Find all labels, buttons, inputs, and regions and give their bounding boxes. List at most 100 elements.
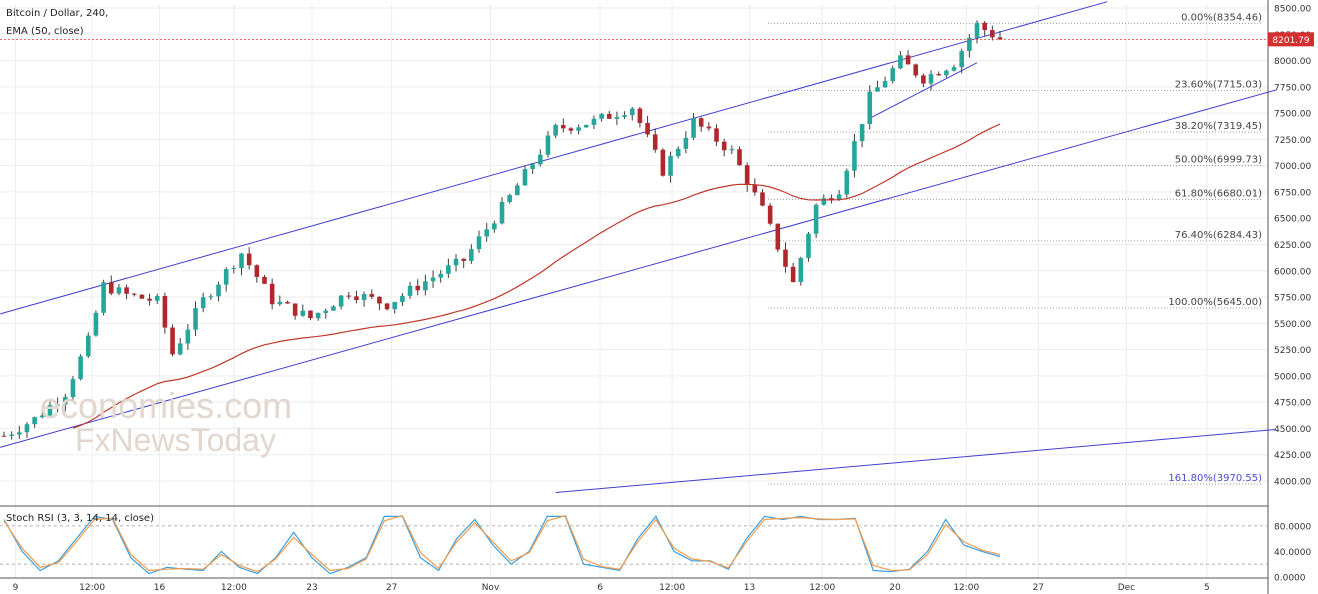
candle-body — [721, 141, 727, 151]
candle-body — [392, 302, 398, 310]
candle-body — [629, 108, 635, 116]
candle-body — [124, 287, 129, 294]
y-tick-label: 7750.00 — [1274, 83, 1311, 93]
stoch-d-line — [3, 514, 1001, 573]
x-tick-label: 27 — [1033, 583, 1044, 593]
candle-body — [47, 405, 53, 416]
candle-body — [400, 295, 405, 303]
candle-body — [231, 268, 237, 270]
fib-level-label: 76.40%(6284.43) — [1175, 230, 1262, 241]
stoch-tick-label: 0.0000 — [1274, 573, 1306, 583]
candle-body — [430, 277, 436, 282]
candle-body — [714, 128, 719, 142]
candle-body — [9, 434, 14, 436]
candle-body — [423, 281, 428, 291]
x-tick-label: 13 — [744, 583, 755, 593]
candle-body — [844, 170, 850, 195]
ema-label: EMA (50, close) — [6, 26, 84, 37]
y-tick-label: 7250.00 — [1274, 136, 1311, 146]
candle-body — [652, 134, 658, 150]
x-tick-label: 12:00 — [809, 583, 835, 593]
candle-body — [606, 113, 612, 119]
candle-body — [790, 266, 796, 283]
candle-body — [675, 148, 681, 156]
x-tick-label: 9 — [13, 583, 19, 593]
candle-body — [997, 37, 1003, 40]
candle-body — [898, 55, 903, 69]
y-tick-label: 5250.00 — [1274, 346, 1311, 356]
y-tick-label: 4500.00 — [1274, 425, 1311, 435]
x-tick-label: 23 — [306, 583, 317, 593]
candle-body — [591, 118, 597, 125]
candle-body — [928, 74, 934, 84]
candle-body — [875, 87, 880, 92]
candle-body — [829, 198, 834, 201]
fib-level-label: 50.00%(6999.73) — [1175, 155, 1262, 166]
candle-body — [300, 310, 306, 316]
candle-body — [982, 22, 987, 31]
y-tick-label: 5500.00 — [1274, 320, 1311, 330]
candle-body — [990, 30, 995, 38]
stoch-label: Stoch RSI (3, 3, 14, 14, close) — [6, 513, 154, 524]
candle-body — [668, 155, 673, 176]
candle-body — [216, 284, 221, 297]
candle-body — [553, 125, 558, 136]
upper-channel-line — [0, 1, 1108, 315]
candle-body — [821, 198, 827, 205]
candle-body — [193, 308, 198, 330]
candle-body — [499, 202, 505, 224]
candle-body — [131, 293, 137, 295]
candle-body — [315, 312, 321, 319]
candle-body — [959, 51, 964, 68]
candle-body — [208, 296, 214, 298]
candle-body — [775, 223, 781, 250]
candle-body — [331, 306, 336, 311]
candle-body — [729, 149, 735, 151]
fib-level-label: 0.00%(8354.46) — [1181, 12, 1262, 23]
candle-body — [691, 118, 696, 138]
candle-body — [154, 295, 160, 301]
candle-body — [913, 64, 919, 76]
candle-body — [377, 296, 382, 304]
candle-body — [507, 195, 512, 203]
candle-body — [170, 327, 175, 355]
candle-body — [599, 113, 604, 119]
candle-body — [974, 22, 980, 38]
candle-body — [698, 118, 704, 127]
x-tick-label: 12:00 — [221, 583, 247, 593]
candle-body — [882, 81, 888, 88]
candle-body — [560, 125, 566, 129]
x-tick-label: 20 — [889, 583, 901, 593]
candle-body — [93, 312, 99, 336]
candle-body — [737, 149, 742, 166]
candle-body — [62, 397, 68, 405]
candle-body — [538, 154, 543, 165]
triangle-support-line — [869, 62, 978, 119]
candle-body — [783, 249, 788, 267]
x-tick-label: Nov — [482, 583, 500, 593]
candle-body — [752, 185, 758, 193]
candle-body — [660, 149, 666, 176]
ema-line — [72, 123, 1001, 429]
candle-body — [967, 37, 972, 52]
candle-body — [55, 404, 60, 406]
candle-body — [637, 108, 643, 123]
fib-level-label: 38.20%(7319.45) — [1175, 121, 1262, 132]
support-trendline — [555, 428, 1276, 494]
candle-body — [683, 137, 689, 149]
candle-body — [254, 265, 260, 277]
lower-channel-line — [0, 89, 1276, 448]
candle-body — [116, 287, 122, 294]
candle-body — [583, 124, 589, 128]
candle-body — [308, 310, 313, 319]
candle-body — [40, 415, 45, 418]
candle-body — [108, 282, 114, 294]
candle-body — [185, 329, 191, 344]
candle-body — [200, 297, 206, 309]
x-tick-label: Dec — [1118, 583, 1135, 593]
candle-body — [484, 229, 489, 237]
candle-body — [890, 68, 896, 82]
current-price-tag — [1268, 32, 1314, 47]
candle-body — [461, 258, 466, 261]
candle-body — [522, 169, 528, 186]
